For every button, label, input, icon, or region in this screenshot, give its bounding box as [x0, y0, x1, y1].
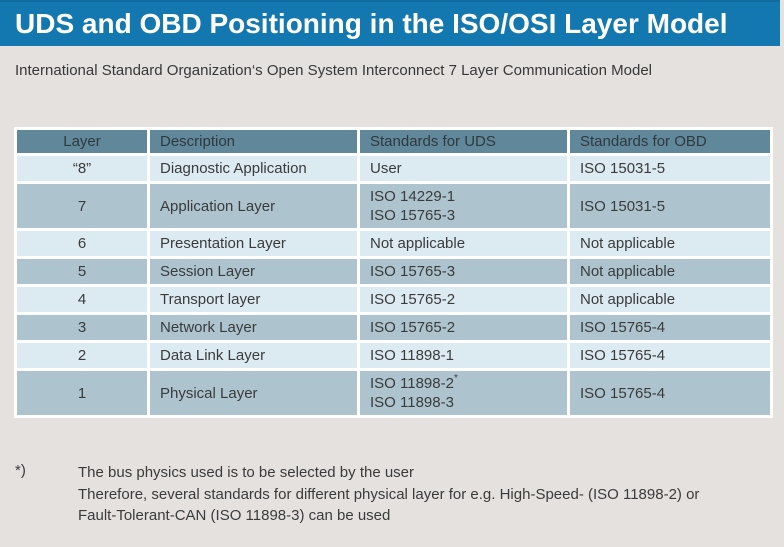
- page-title: UDS and OBD Positioning in the ISO/OSI L…: [15, 8, 728, 39]
- uds-standards-cell: User: [357, 153, 570, 184]
- layer-cell: 7: [14, 181, 150, 231]
- table-row: 4 Transport layer ISO 15765-2 Not applicabl…: [14, 284, 773, 315]
- obd-standards-cell: ISO 15031-5: [567, 181, 773, 231]
- obd-standards-cell: Not applicable: [567, 256, 773, 287]
- table-row: 6 Presentation Layer Not applicable Not app…: [14, 228, 773, 259]
- layer-cell: 5: [14, 256, 150, 287]
- uds-standards-cell: ISO 11898-1: [357, 340, 570, 371]
- osi-layer-table: Layer Description Standards for UDS Standar…: [14, 127, 773, 418]
- table-row: 5 Session Layer ISO 15765-3 Not applicable: [14, 256, 773, 287]
- description-cell: Network Layer: [147, 312, 360, 343]
- obd-standards-cell: ISO 15031-5: [567, 153, 773, 184]
- layer-cell: 3: [14, 312, 150, 343]
- footnote-line: Therefore, several standards for differe…: [78, 485, 700, 503]
- uds-standards-cell: ISO 11898-2* ISO 11898-3: [357, 368, 570, 418]
- footnote: *) The bus physics used is to be selecte…: [15, 462, 771, 527]
- layer-cell: 4: [14, 284, 150, 315]
- description-cell: Presentation Layer: [147, 228, 360, 259]
- obd-standards-cell: ISO 15765-4: [567, 340, 773, 371]
- obd-standards-cell: ISO 15765-4: [567, 312, 773, 343]
- obd-standards-cell: ISO 15765-4: [567, 368, 773, 418]
- subtitle: International Standard Organization‘s Op…: [15, 62, 653, 79]
- layer-cell: 1: [14, 368, 150, 418]
- footnote-text: The bus physics used is to be selected b…: [78, 462, 699, 527]
- uds-standards-cell: ISO 15765-2: [357, 312, 570, 343]
- obd-standards-cell: Not applicable: [567, 228, 773, 259]
- layer-cell: 6: [14, 228, 150, 259]
- layer-cell: “8”: [14, 153, 150, 184]
- column-header: Standards for UDS: [357, 127, 570, 156]
- description-cell: Transport layer: [147, 284, 360, 315]
- footnote-line: The bus physics used is to be selected b…: [78, 464, 415, 481]
- osi-layer-table-container: Layer Description Standards for UDS Standar…: [14, 127, 773, 418]
- uds-standards-cell: Not applicable: [357, 228, 570, 259]
- table-row: 7 Application Layer ISO 14229-1 ISO 15765-3…: [14, 181, 773, 231]
- description-cell: Diagnostic Application: [147, 153, 360, 184]
- column-header: Layer: [14, 127, 150, 156]
- footnote-marker: *): [15, 462, 26, 479]
- footnote-reference: *: [453, 373, 458, 384]
- table-row: 2 Data Link Layer ISO 11898-1 ISO 15765-4: [14, 340, 773, 371]
- uds-standards-cell: ISO 15765-2: [357, 284, 570, 315]
- column-header: Standards for OBD: [567, 127, 773, 156]
- description-cell: Data Link Layer: [147, 340, 360, 371]
- table-row: 3 Network Layer ISO 15765-2 ISO 15765-4: [14, 312, 773, 343]
- description-cell: Application Layer: [147, 181, 360, 231]
- table-row: 1 Physical Layer ISO 11898-2* ISO 11898-3 IS…: [14, 368, 773, 418]
- title-bar: UDS and OBD Positioning in the ISO/OSI L…: [0, 0, 780, 46]
- table-row: “8” Diagnostic Application User ISO 15031-5: [14, 153, 773, 184]
- uds-standards-cell: ISO 14229-1 ISO 15765-3: [357, 181, 570, 231]
- layer-cell: 2: [14, 340, 150, 371]
- footnote-line: Fault-Tolerant-CAN (ISO 11898-3) can be …: [78, 507, 391, 524]
- column-header: Description: [147, 127, 360, 156]
- description-cell: Session Layer: [147, 256, 360, 287]
- uds-standards-cell: ISO 15765-3: [357, 256, 570, 287]
- obd-standards-cell: Not applicable: [567, 284, 773, 315]
- table-header-row: Layer Description Standards for UDS Standar…: [14, 127, 773, 156]
- description-cell: Physical Layer: [147, 368, 360, 418]
